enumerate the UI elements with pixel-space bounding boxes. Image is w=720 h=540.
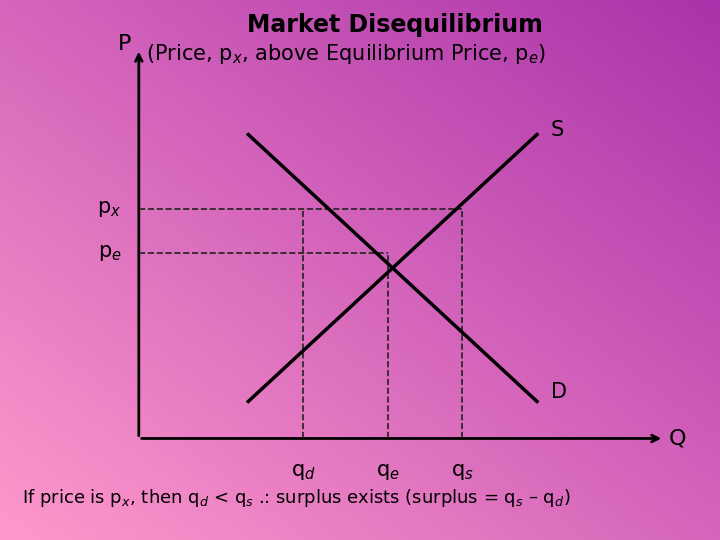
Text: P: P xyxy=(118,34,132,54)
Text: q$_d$: q$_d$ xyxy=(291,462,315,482)
Text: q$_e$: q$_e$ xyxy=(376,462,400,482)
Text: D: D xyxy=(551,382,567,402)
Text: Q: Q xyxy=(669,428,687,449)
Text: S: S xyxy=(551,120,564,140)
Text: Market Disequilibrium: Market Disequilibrium xyxy=(247,13,542,37)
Text: p$_e$: p$_e$ xyxy=(98,243,122,263)
Text: (Price, p$_x$, above Equilibrium Price, p$_e$): (Price, p$_x$, above Equilibrium Price, … xyxy=(146,42,546,66)
Text: p$_x$: p$_x$ xyxy=(97,199,122,219)
Text: If price is p$_x$, then q$_d$ < q$_s$ .: surplus exists (surplus = q$_s$ – q$_d$: If price is p$_x$, then q$_d$ < q$_s$ .:… xyxy=(22,487,570,509)
Text: q$_s$: q$_s$ xyxy=(451,462,474,482)
